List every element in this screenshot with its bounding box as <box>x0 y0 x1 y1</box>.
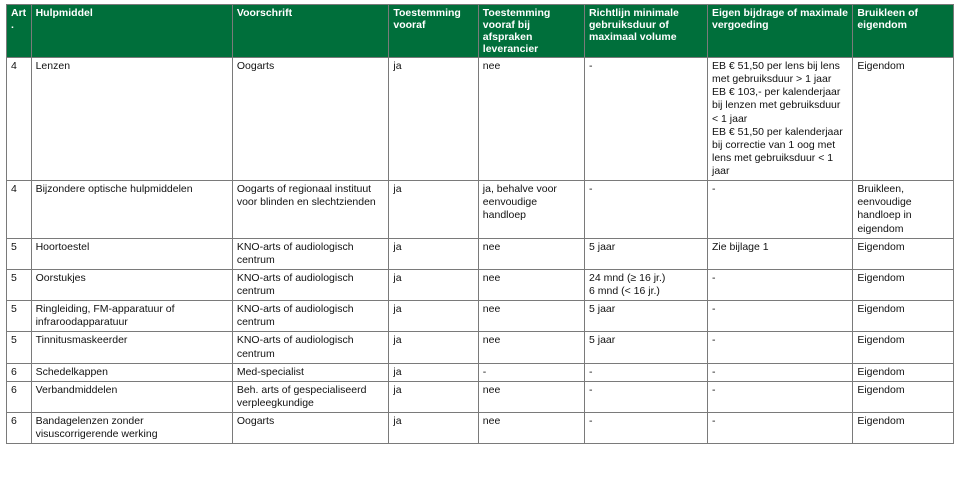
cell-t1: ja <box>389 363 478 381</box>
cell-t2: - <box>478 363 584 381</box>
cell-hulp: Bijzondere optische hulpmiddelen <box>31 181 232 239</box>
table-row: 5Ringleiding, FM-apparatuur of infrarood… <box>7 301 954 332</box>
cell-bruik: Bruikleen, eenvoudige handloep in eigend… <box>853 181 954 239</box>
cell-art: 5 <box>7 332 32 363</box>
table-row: 4Bijzondere optische hulpmiddelenOogarts… <box>7 181 954 239</box>
cell-richt: 5 jaar <box>585 301 708 332</box>
cell-voor: Beh. arts of gespecialiseerd verpleegkun… <box>232 381 389 412</box>
cell-bijd: EB € 51,50 per lens bij lens met gebruik… <box>707 58 852 181</box>
cell-voor: Oogarts of regionaal instituut voor blin… <box>232 181 389 239</box>
cell-hulp: Bandagelenzen zonder visuscorrigerende w… <box>31 413 232 444</box>
table-body: 4LenzenOogartsjanee-EB € 51,50 per lens … <box>7 58 954 444</box>
cell-art: 4 <box>7 58 32 181</box>
cell-hulp: Verbandmiddelen <box>31 381 232 412</box>
cell-bijd: - <box>707 269 852 300</box>
col-header-richt: Richtlijn minimale gebruiksduur of maxim… <box>585 5 708 58</box>
cell-hulp: Hoortoestel <box>31 238 232 269</box>
cell-bruik: Eigendom <box>853 413 954 444</box>
cell-t1: ja <box>389 181 478 239</box>
cell-bruik: Eigendom <box>853 363 954 381</box>
cell-richt: - <box>585 58 708 181</box>
cell-t1: ja <box>389 269 478 300</box>
col-header-voor: Voorschrift <box>232 5 389 58</box>
cell-t2: nee <box>478 301 584 332</box>
cell-t1: ja <box>389 238 478 269</box>
cell-t2: nee <box>478 332 584 363</box>
cell-bruik: Eigendom <box>853 58 954 181</box>
col-header-bruik: Bruikleen of eigendom <box>853 5 954 58</box>
cell-bijd: - <box>707 363 852 381</box>
table-row: 6SchedelkappenMed-specialistja---Eigendo… <box>7 363 954 381</box>
cell-t1: ja <box>389 58 478 181</box>
cell-art: 6 <box>7 381 32 412</box>
cell-t2: nee <box>478 381 584 412</box>
cell-bijd: - <box>707 413 852 444</box>
cell-t2: nee <box>478 269 584 300</box>
table-row: 5OorstukjesKNO-arts of audiologisch cent… <box>7 269 954 300</box>
cell-hulp: Ringleiding, FM-apparatuur of infrarooda… <box>31 301 232 332</box>
cell-richt: 5 jaar <box>585 238 708 269</box>
cell-bruik: Eigendom <box>853 269 954 300</box>
cell-t2: nee <box>478 238 584 269</box>
cell-art: 5 <box>7 238 32 269</box>
cell-richt: - <box>585 381 708 412</box>
cell-richt: - <box>585 413 708 444</box>
cell-bijd: - <box>707 381 852 412</box>
col-header-art: Art. <box>7 5 32 58</box>
table-row: 4LenzenOogartsjanee-EB € 51,50 per lens … <box>7 58 954 181</box>
cell-t2: ja, behalve voor eenvoudige handloep <box>478 181 584 239</box>
cell-art: 6 <box>7 363 32 381</box>
cell-art: 4 <box>7 181 32 239</box>
cell-richt: - <box>585 363 708 381</box>
cell-richt: 24 mnd (≥ 16 jr.) 6 mnd (< 16 jr.) <box>585 269 708 300</box>
cell-t2: nee <box>478 413 584 444</box>
cell-voor: KNO-arts of audiologisch centrum <box>232 269 389 300</box>
cell-hulp: Oorstukjes <box>31 269 232 300</box>
cell-art: 5 <box>7 269 32 300</box>
table-row: 6VerbandmiddelenBeh. arts of gespecialis… <box>7 381 954 412</box>
table-header: Art. Hulpmiddel Voorschrift Toestemming … <box>7 5 954 58</box>
cell-bijd: - <box>707 332 852 363</box>
cell-hulp: Tinnitusmaskeerder <box>31 332 232 363</box>
cell-voor: Oogarts <box>232 413 389 444</box>
hulpmiddelen-table: Art. Hulpmiddel Voorschrift Toestemming … <box>6 4 954 444</box>
cell-bijd: - <box>707 301 852 332</box>
table-row: 5HoortoestelKNO-arts of audiologisch cen… <box>7 238 954 269</box>
cell-t1: ja <box>389 301 478 332</box>
col-header-bijd: Eigen bijdrage of maximale vergoeding <box>707 5 852 58</box>
cell-art: 6 <box>7 413 32 444</box>
cell-richt: - <box>585 181 708 239</box>
cell-voor: Oogarts <box>232 58 389 181</box>
cell-voor: KNO-arts of audiologisch centrum <box>232 301 389 332</box>
table-row: 6Bandagelenzen zonder visuscorrigerende … <box>7 413 954 444</box>
cell-hulp: Lenzen <box>31 58 232 181</box>
cell-bruik: Eigendom <box>853 381 954 412</box>
table-row: 5TinnitusmaskeerderKNO-arts of audiologi… <box>7 332 954 363</box>
cell-art: 5 <box>7 301 32 332</box>
col-header-t2: Toestemming vooraf bij afspraken leveran… <box>478 5 584 58</box>
cell-t2: nee <box>478 58 584 181</box>
cell-hulp: Schedelkappen <box>31 363 232 381</box>
cell-bruik: Eigendom <box>853 301 954 332</box>
cell-richt: 5 jaar <box>585 332 708 363</box>
cell-bijd: Zie bijlage 1 <box>707 238 852 269</box>
cell-voor: KNO-arts of audiologisch centrum <box>232 332 389 363</box>
cell-t1: ja <box>389 381 478 412</box>
cell-bijd: - <box>707 181 852 239</box>
cell-bruik: Eigendom <box>853 238 954 269</box>
cell-voor: KNO-arts of audiologisch centrum <box>232 238 389 269</box>
cell-t1: ja <box>389 413 478 444</box>
cell-t1: ja <box>389 332 478 363</box>
cell-voor: Med-specialist <box>232 363 389 381</box>
col-header-hulp: Hulpmiddel <box>31 5 232 58</box>
col-header-t1: Toestemming vooraf <box>389 5 478 58</box>
cell-bruik: Eigendom <box>853 332 954 363</box>
